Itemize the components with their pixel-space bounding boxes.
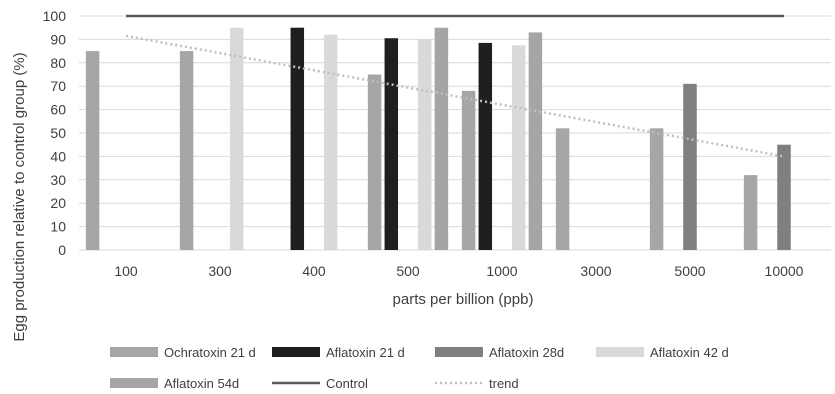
legend-swatch [435, 347, 483, 357]
legend-item: Aflatoxin 28d [435, 345, 564, 360]
bar [384, 38, 399, 251]
legend-item: Aflatoxin 54d [110, 376, 239, 391]
legend-label: Aflatoxin 21 d [326, 345, 405, 360]
x-tick-label: 400 [302, 263, 326, 279]
legend-item: trend [435, 376, 519, 391]
legend-swatch [272, 347, 320, 357]
bar [85, 51, 100, 250]
y-tick-label: 90 [50, 31, 66, 47]
x-tick-label: 5000 [674, 263, 705, 279]
y-tick-label: 80 [50, 55, 66, 71]
bar [367, 74, 382, 250]
legend-label: Ochratoxin 21 d [164, 345, 256, 360]
bar [323, 34, 338, 250]
trend-line [125, 34, 785, 158]
y-tick-label: 100 [43, 8, 67, 24]
y-tick-label: 0 [58, 242, 66, 258]
legend-label: Aflatoxin 54d [164, 376, 239, 391]
legend-label: Aflatoxin 42 d [650, 345, 729, 360]
bar [179, 51, 194, 250]
legend-swatch [110, 378, 158, 388]
bar [555, 128, 570, 250]
x-tick-label: 100 [114, 263, 138, 279]
legend-label: trend [489, 376, 519, 391]
legend: Ochratoxin 21 d Aflatoxin 21 d Aflatoxin 2… [110, 345, 729, 391]
x-tick-label: 3000 [580, 263, 611, 279]
bar [777, 144, 791, 250]
bar [229, 27, 244, 251]
lines [125, 14, 785, 158]
legend-item: Aflatoxin 42 d [596, 345, 729, 360]
bar [743, 175, 758, 250]
y-tick-label: 30 [50, 172, 66, 188]
bar [461, 90, 476, 250]
bar [511, 45, 526, 250]
x-tick-label: 1000 [486, 263, 517, 279]
legend-swatch [596, 347, 644, 357]
bar [683, 83, 697, 250]
bar [434, 27, 449, 251]
x-tick-label: 10000 [765, 263, 804, 279]
y-tick-label: 60 [50, 102, 66, 118]
x-tick-label: 500 [396, 263, 420, 279]
bar [290, 27, 305, 251]
x-axis-ticks: 100 300 400 500 1000 3000 5000 10000 [114, 263, 803, 279]
legend-label: Control [326, 376, 368, 391]
bar [649, 128, 664, 250]
legend-item: Aflatoxin 21 d [272, 345, 405, 360]
legend-swatch [110, 347, 158, 357]
y-axis-title: Egg production relative to control group… [11, 52, 28, 341]
bar [417, 39, 432, 251]
bar [478, 42, 493, 250]
y-tick-label: 50 [50, 125, 66, 141]
y-tick-label: 70 [50, 78, 66, 94]
legend-item: Control [272, 376, 368, 391]
y-axis-ticks: 0 10 20 30 40 50 60 70 80 90 100 [43, 8, 67, 258]
legend-item: Ochratoxin 21 d [110, 345, 256, 360]
x-tick-label: 300 [208, 263, 232, 279]
legend-label: Aflatoxin 28d [489, 345, 564, 360]
bars [85, 27, 791, 251]
x-axis-title: parts per billion (ppb) [393, 291, 534, 308]
y-tick-label: 40 [50, 148, 66, 164]
bar [528, 32, 543, 250]
y-tick-label: 10 [50, 219, 66, 235]
y-tick-label: 20 [50, 195, 66, 211]
